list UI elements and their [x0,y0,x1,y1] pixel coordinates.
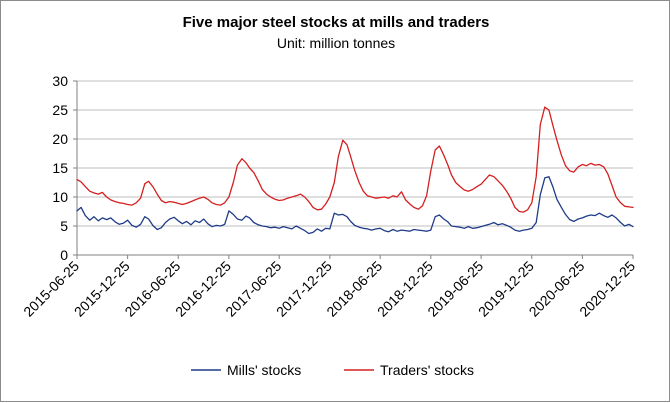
y-tick-label: 5 [60,218,68,234]
y-tick-label: 20 [52,131,68,147]
y-tick-label: 10 [52,189,68,205]
y-axis: 0 5 10 15 20 25 30 [52,73,78,263]
gridlines [77,80,633,256]
y-tick-label: 0 [60,247,68,263]
legend-label: Traders' stocks [380,362,474,378]
series-line [76,106,634,213]
chart-subtitle: Unit: million tonnes [277,35,395,51]
y-tick-label: 25 [52,102,68,118]
legend-label: Mills' stocks [227,362,301,378]
chart-title: Five major steel stocks at mills and tra… [183,14,490,31]
series-lines [76,106,634,235]
y-tick-label: 15 [52,160,68,176]
y-tick-label: 30 [52,73,68,89]
series-line [76,176,634,235]
x-axis: 2015-06-252015-12-252016-06-252016-12-25… [20,254,638,320]
x-tick-label: 2020-12-25 [576,258,638,320]
legend: Mills' stocks Traders' stocks [191,362,474,378]
